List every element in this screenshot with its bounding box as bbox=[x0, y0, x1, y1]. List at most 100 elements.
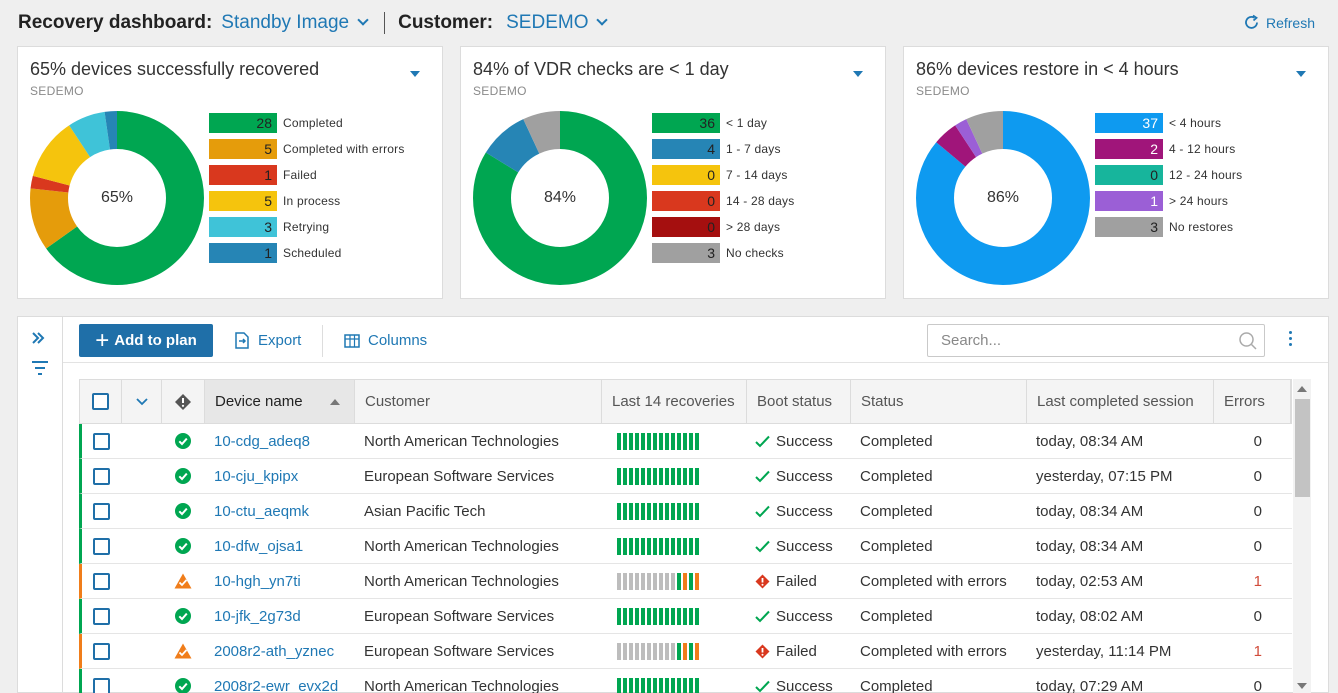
refresh-label: Refresh bbox=[1265, 14, 1315, 31]
row-checkbox[interactable] bbox=[93, 677, 110, 693]
legend-label: 1 - 7 days bbox=[726, 142, 781, 156]
more-options-icon[interactable] bbox=[1289, 331, 1293, 349]
legend-item[interactable]: 36 < 1 day bbox=[652, 110, 794, 136]
table-row[interactable]: 10-jfk_2g73d European Software Services Su… bbox=[79, 599, 1292, 634]
scrollbar-thumb[interactable] bbox=[1295, 399, 1310, 497]
device-link[interactable]: 10-cju_kpipx bbox=[214, 467, 299, 485]
error-diamond-icon bbox=[755, 644, 770, 658]
donut-slice[interactable] bbox=[473, 111, 647, 285]
add-to-plan-button[interactable]: + Add to plan bbox=[79, 324, 213, 357]
legend-item[interactable]: 1 Failed bbox=[209, 162, 405, 188]
row-checkbox[interactable] bbox=[93, 642, 110, 660]
errors-cell: 1 bbox=[1253, 572, 1262, 590]
row-checkbox[interactable] bbox=[93, 572, 110, 590]
legend-item[interactable]: 3 No checks bbox=[652, 240, 794, 266]
export-button[interactable]: Export bbox=[234, 332, 301, 349]
legend-item[interactable]: 3 No restores bbox=[1095, 214, 1242, 240]
device-link[interactable]: 10-dfw_ojsa1 bbox=[214, 537, 304, 555]
device-link[interactable]: 10-cdg_adeq8 bbox=[214, 432, 310, 450]
legend-item[interactable]: 5 Completed with errors bbox=[209, 136, 405, 162]
donut-slice[interactable] bbox=[30, 111, 204, 285]
refresh-button[interactable]: Refresh bbox=[1243, 14, 1315, 31]
session-header[interactable]: Last completed session bbox=[1027, 380, 1214, 423]
table-row[interactable]: 10-dfw_ojsa1 North American Technologies S… bbox=[79, 529, 1292, 564]
errors-header[interactable]: Errors bbox=[1214, 380, 1291, 423]
scroll-down-arrow[interactable] bbox=[1297, 683, 1307, 689]
device-link[interactable]: 2008r2-ath_yznec bbox=[214, 642, 335, 660]
spacer-cell bbox=[121, 424, 161, 458]
legend-item[interactable]: 0 14 - 28 days bbox=[652, 188, 794, 214]
boot-status-header[interactable]: Boot status bbox=[747, 380, 851, 423]
legend-item[interactable]: 1 Scheduled bbox=[209, 240, 405, 266]
legend-item[interactable]: 3 Retrying bbox=[209, 214, 405, 240]
table-header: Device name Customer Last 14 recoveries … bbox=[79, 379, 1292, 424]
device-name-header[interactable]: Device name bbox=[205, 380, 355, 423]
select-menu-toggle[interactable] bbox=[122, 380, 162, 423]
recovery-bar bbox=[617, 432, 621, 450]
device-link[interactable]: 2008r2-ewr_evx2d bbox=[214, 677, 339, 693]
page-header: Recovery dashboard: Standby Image Custom… bbox=[0, 0, 1338, 46]
recovery-bar bbox=[671, 502, 675, 520]
device-link[interactable]: 10-jfk_2g73d bbox=[214, 607, 301, 625]
legend-value: 37 bbox=[1095, 113, 1163, 133]
legend-item[interactable]: 0 12 - 24 hours bbox=[1095, 162, 1242, 188]
table-row[interactable]: 10-cju_kpipx European Software Services Su… bbox=[79, 459, 1292, 494]
customer-header-label: Customer bbox=[365, 393, 431, 410]
card-menu-toggle[interactable] bbox=[1296, 71, 1306, 77]
recovery-bar bbox=[641, 537, 645, 555]
legend-item[interactable]: 5 In process bbox=[209, 188, 405, 214]
legend-item[interactable]: 0 7 - 14 days bbox=[652, 162, 794, 188]
legend-item[interactable]: 37 < 4 hours bbox=[1095, 110, 1242, 136]
legend-value: 3 bbox=[209, 217, 277, 237]
table-row[interactable]: 2008r2-ath_yznec European Software Servic… bbox=[79, 634, 1292, 669]
recovery-bar bbox=[695, 467, 699, 485]
legend-item[interactable]: 1 > 24 hours bbox=[1095, 188, 1242, 214]
customer-header[interactable]: Customer bbox=[355, 380, 602, 423]
status-header[interactable]: Status bbox=[851, 380, 1027, 423]
filter-icon[interactable] bbox=[31, 359, 49, 382]
customer-cell: Asian Pacific Tech bbox=[364, 502, 486, 520]
device-link[interactable]: 10-hgh_yn7ti bbox=[214, 572, 301, 590]
legend-item[interactable]: 0 > 28 days bbox=[652, 214, 794, 240]
table-row[interactable]: 2008r2-ewr_evx2d North American Technolog… bbox=[79, 669, 1292, 693]
row-checkbox[interactable] bbox=[93, 432, 110, 450]
status-cell: Completed bbox=[860, 467, 933, 485]
donut-slice[interactable] bbox=[916, 111, 1090, 285]
columns-button[interactable]: Columns bbox=[344, 332, 427, 349]
row-checkbox[interactable] bbox=[93, 467, 110, 485]
alert-cell bbox=[161, 599, 204, 633]
alert-column-header[interactable] bbox=[162, 380, 205, 423]
spacer-cell bbox=[121, 564, 161, 598]
legend-item[interactable]: 28 Completed bbox=[209, 110, 405, 136]
table-row[interactable]: 10-cdg_adeq8 North American Technologies S… bbox=[79, 424, 1292, 459]
toolbar: + Add to plan Export Columns bbox=[63, 317, 1328, 363]
row-select-cell bbox=[82, 494, 121, 528]
legend-item[interactable]: 4 1 - 7 days bbox=[652, 136, 794, 162]
alert-cell bbox=[161, 634, 204, 668]
card-menu-toggle[interactable] bbox=[853, 71, 863, 77]
row-checkbox[interactable] bbox=[93, 607, 110, 625]
row-checkbox[interactable] bbox=[93, 502, 110, 520]
search-icon[interactable] bbox=[1238, 331, 1258, 351]
donut-slice[interactable] bbox=[30, 111, 204, 285]
legend-label: 4 - 12 hours bbox=[1169, 142, 1236, 156]
legend-item[interactable]: 2 4 - 12 hours bbox=[1095, 136, 1242, 162]
expand-icon[interactable] bbox=[31, 329, 45, 350]
scroll-up-arrow[interactable] bbox=[1297, 386, 1307, 392]
card-menu-toggle[interactable] bbox=[410, 71, 420, 77]
recovery-bar bbox=[677, 432, 681, 450]
search-input[interactable] bbox=[928, 325, 1218, 356]
dashboard-selector[interactable]: Standby Image bbox=[221, 12, 369, 34]
row-checkbox[interactable] bbox=[93, 537, 110, 555]
recoveries-header[interactable]: Last 14 recoveries bbox=[602, 380, 747, 423]
device-link[interactable]: 10-ctu_aeqmk bbox=[214, 502, 310, 520]
alert-diamond-icon bbox=[175, 393, 191, 410]
success-check-icon bbox=[174, 538, 191, 554]
search-box bbox=[927, 324, 1265, 357]
table-row[interactable]: 10-ctu_aeqmk Asian Pacific Tech Success Com… bbox=[79, 494, 1292, 529]
customer-selector[interactable]: SEDEMO bbox=[506, 12, 609, 34]
donut-center-value: 65% bbox=[100, 189, 134, 206]
select-all-checkbox[interactable] bbox=[92, 393, 109, 410]
recovery-bar bbox=[653, 467, 657, 485]
table-row[interactable]: 10-hgh_yn7ti North American Technologies F… bbox=[79, 564, 1292, 599]
